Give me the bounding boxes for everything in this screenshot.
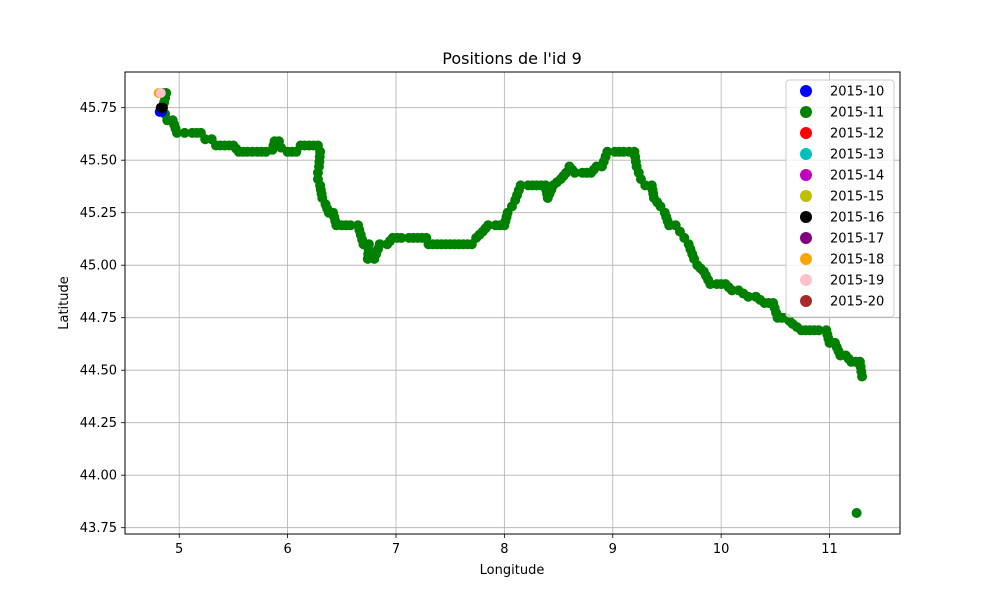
data-point	[157, 102, 168, 113]
data-point	[179, 127, 190, 138]
data-point	[851, 508, 862, 518]
points-layer	[153, 88, 868, 518]
legend-label: 2015-14	[830, 169, 884, 184]
legend-label: 2015-15	[830, 190, 884, 205]
legend-label: 2015-12	[830, 127, 884, 142]
legend-marker	[800, 295, 812, 307]
x-tick-label: 11	[821, 542, 838, 557]
data-point	[569, 167, 580, 178]
x-tick-label: 10	[713, 542, 730, 557]
y-tick-label: 43.75	[80, 521, 117, 536]
series-2015-19	[155, 88, 166, 98]
plot-frame	[124, 71, 901, 535]
legend-label: 2015-10	[830, 85, 884, 100]
data-point	[602, 146, 613, 157]
x-tick-label: 5	[175, 542, 183, 557]
y-tick-label: 44.00	[80, 469, 117, 484]
data-point	[374, 239, 385, 250]
data-point	[345, 220, 356, 231]
data-point	[857, 371, 868, 382]
legend-marker	[800, 232, 812, 244]
chart-title: Positions de l'id 9	[442, 49, 582, 68]
legend-label: 2015-11	[830, 106, 884, 121]
data-point	[172, 127, 183, 138]
legend-label: 2015-17	[830, 232, 884, 247]
y-tick-label: 45.50	[80, 154, 117, 169]
data-point	[396, 232, 407, 243]
data-point	[515, 180, 526, 191]
data-point	[483, 220, 494, 231]
legend-label: 2015-13	[830, 148, 884, 163]
legend-label: 2015-20	[830, 295, 884, 310]
data-point	[743, 291, 754, 302]
legend: 2015-10 2015-11 2015-12 2015-13 2015-14 2015-…	[785, 79, 895, 318]
legend-label: 2015-16	[830, 211, 884, 226]
legend-marker	[800, 85, 812, 97]
legend-marker	[800, 127, 812, 139]
legend-marker	[800, 274, 812, 286]
data-point	[813, 325, 824, 336]
ticks-layer: 5 6 7 8 9 10 11 43.75 44.00 44.25 44.50 44.75 45.00 4…	[80, 101, 838, 557]
x-axis-label: Longitude	[480, 563, 545, 578]
y-tick-label: 44.50	[80, 364, 117, 379]
y-tick-label: 44.75	[80, 311, 117, 326]
y-tick-label: 45.25	[80, 206, 117, 221]
legend-marker	[800, 148, 812, 160]
y-axis-label: Latitude	[57, 276, 72, 330]
legend-marker	[800, 211, 812, 223]
legend-marker	[800, 169, 812, 181]
x-tick-label: 7	[392, 542, 400, 557]
legend-marker	[800, 106, 812, 118]
y-tick-label: 45.75	[80, 101, 117, 116]
data-point	[155, 88, 166, 98]
x-tick-label: 6	[283, 542, 291, 557]
x-tick-label: 8	[500, 542, 508, 557]
x-tick-label: 9	[609, 542, 617, 557]
series-2015-16	[155, 102, 168, 113]
legend-marker	[800, 190, 812, 202]
y-tick-label: 45.00	[80, 259, 117, 274]
y-tick-label: 44.25	[80, 416, 117, 431]
legend-label: 2015-18	[830, 253, 884, 268]
legend-label: 2015-19	[830, 274, 884, 289]
legend-box	[785, 79, 895, 318]
legend-marker	[800, 253, 812, 265]
